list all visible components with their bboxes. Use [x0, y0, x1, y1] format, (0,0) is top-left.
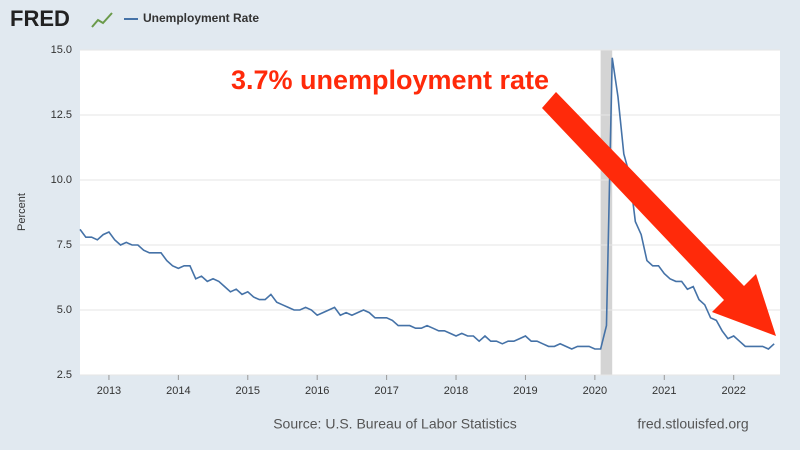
- x-tick-label: 2015: [236, 385, 260, 397]
- site: fred.stlouisfed.org: [637, 416, 748, 432]
- logo-icon: [91, 12, 113, 28]
- y-tick-label: 2.5: [57, 369, 72, 381]
- recession-band: [600, 50, 613, 375]
- x-tick-label: 2022: [721, 385, 745, 397]
- source: Source: U.S. Bureau of Labor Statistics: [273, 416, 517, 432]
- y-tick-label: 15.0: [51, 44, 72, 56]
- x-tick-label: 2020: [583, 385, 607, 397]
- x-tick-label: 2016: [305, 385, 329, 397]
- data-line: [79, 57, 775, 350]
- y-tick-label: 7.5: [57, 239, 72, 251]
- x-tick-label: 2021: [652, 385, 676, 397]
- x-tick-label: 2013: [97, 385, 121, 397]
- y-axis-label: Percent: [16, 193, 28, 231]
- x-tick-label: 2017: [374, 385, 398, 397]
- x-tick-label: 2019: [513, 385, 537, 397]
- y-tick-label: 5.0: [57, 304, 72, 316]
- y-tick-label: 12.5: [51, 109, 72, 121]
- legend-label: Unemployment Rate: [143, 11, 259, 25]
- annotation: 3.7% unemployment rate: [231, 65, 549, 95]
- x-tick-label: 2014: [166, 385, 190, 397]
- logo: FRED: [10, 6, 70, 31]
- y-tick-label: 10.0: [51, 174, 72, 186]
- x-tick-label: 2018: [444, 385, 468, 397]
- annotation-arrow: [542, 92, 776, 336]
